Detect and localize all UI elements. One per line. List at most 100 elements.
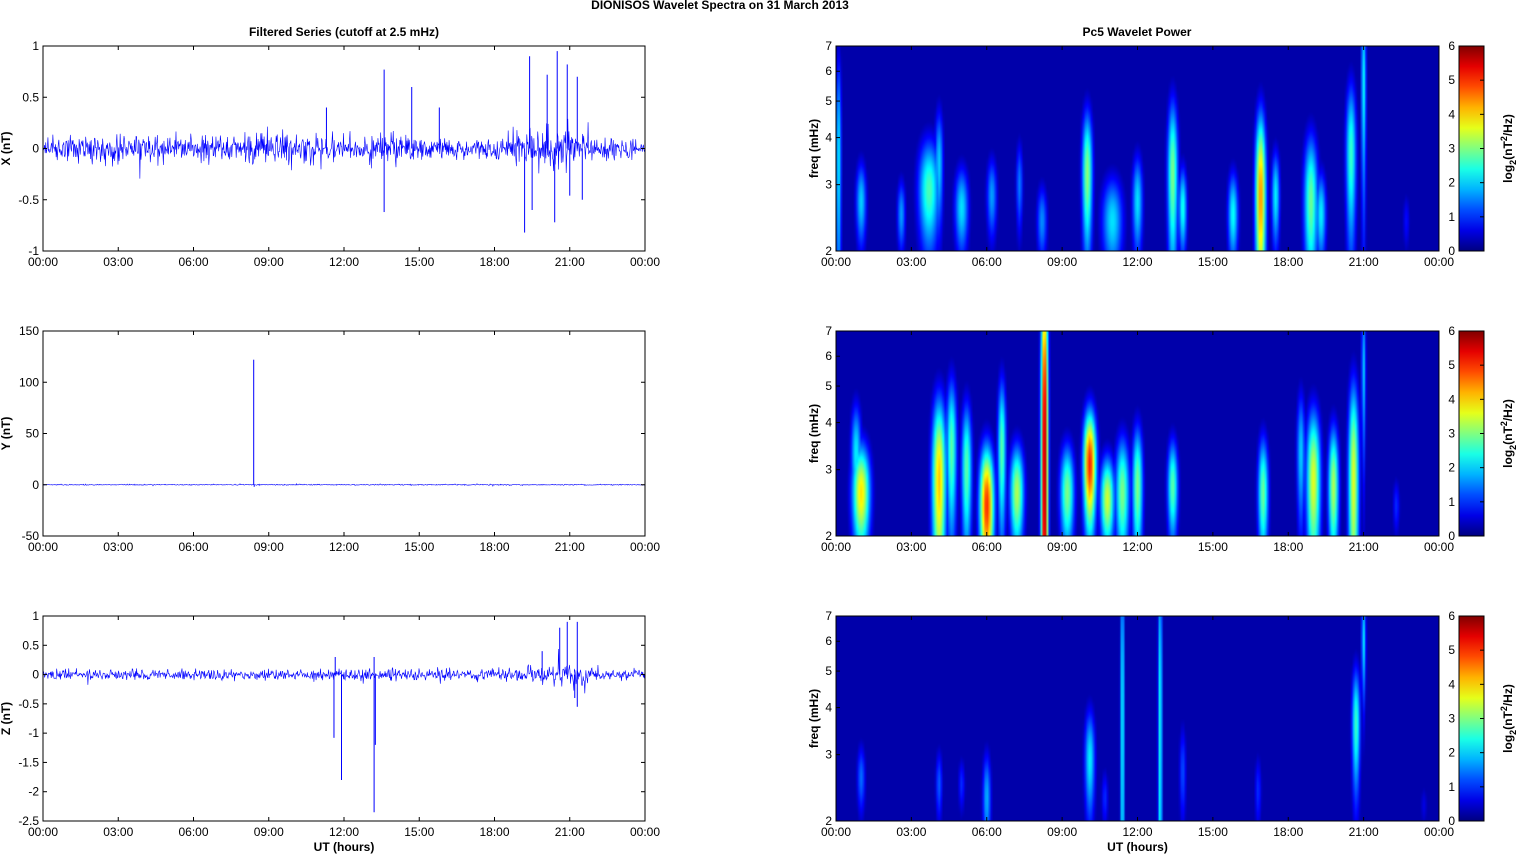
wavelet-heatmap — [836, 331, 1439, 536]
y-tick-label: -1.5 — [18, 755, 39, 769]
colorbar-tick-label: 5 — [1448, 358, 1455, 372]
x-tick-label: 18:00 — [479, 255, 509, 269]
wavelet-panel-3: 2 3 4 5 6 7 00:00 03:00 06:00 09:00 12:00 15:00 18:0… — [807, 609, 1518, 854]
timeseries-panel-3: -2.5 -2 -1.5 -1 -0.5 0 0.5 1 00:00 03:00 06:00 09:0… — [0, 609, 660, 854]
colorbar-label: log2(nT2/Hz) — [1499, 684, 1518, 753]
x-tick-label: 15:00 — [1198, 255, 1228, 269]
y-tick-label: 7 — [825, 609, 832, 623]
colorbar-label-part: (nT — [1501, 426, 1515, 445]
y-tick-label: -1 — [28, 244, 39, 258]
colorbar-tick-label: 3 — [1448, 712, 1455, 726]
colorbar-label-part: 2 — [1499, 706, 1509, 711]
colorbar-tick-label: 6 — [1448, 324, 1455, 338]
x-tick-label: 18:00 — [1273, 255, 1303, 269]
x-tick-label: 15:00 — [404, 255, 434, 269]
wavelet-panel-2: 2 3 4 5 6 7 00:00 03:00 06:00 09:00 12:00 15:00 18:0… — [807, 324, 1518, 554]
panels: -1 -0.5 0 0.5 1 00:00 03:00 06:00 09:00 12:00 15:0… — [0, 39, 1518, 854]
colorbar-tick-label: 6 — [1448, 609, 1455, 623]
y-axis-label: freq (mHz) — [807, 119, 821, 178]
colorbar-label-part: 2 — [1508, 160, 1518, 165]
x-tick-label: 12:00 — [1122, 825, 1152, 839]
y-tick-label: -0.5 — [18, 193, 39, 207]
x-tick-label: 12:00 — [1122, 540, 1152, 554]
wavelet-panel-1: 2 3 4 5 6 7 00:00 03:00 06:00 09:00 12:00 15:00 18:0… — [807, 39, 1518, 269]
colorbar-tick-label: 2 — [1448, 176, 1455, 190]
y-tick-label: 0 — [32, 668, 39, 682]
x-tick-label: 03:00 — [896, 540, 926, 554]
x-tick-label: 21:00 — [555, 825, 585, 839]
colorbar-label-part: /Hz) — [1501, 114, 1515, 136]
x-tick-label: 15:00 — [1198, 825, 1228, 839]
y-tick-label: 1 — [32, 39, 39, 53]
y-tick-label: 100 — [19, 375, 39, 389]
x-tick-label: 21:00 — [1349, 255, 1379, 269]
x-tick-label: 09:00 — [1047, 255, 1077, 269]
wavelet-heatmap — [836, 616, 1439, 821]
timeseries-panel-2: -50 0 50 100 150 00:00 03:00 06:00 09:00 12:00 15:… — [0, 324, 660, 554]
y-tick-label: 7 — [825, 324, 832, 338]
y-tick-label: 6 — [825, 64, 832, 78]
colorbar-label-part: 2 — [1499, 136, 1509, 141]
y-tick-label: 0 — [32, 478, 39, 492]
x-tick-label: 18:00 — [1273, 825, 1303, 839]
colorbar-label-part: 2 — [1508, 730, 1518, 735]
x-tick-label: 15:00 — [404, 825, 434, 839]
colorbar-label: log2(nT2/Hz) — [1499, 399, 1518, 468]
y-tick-label: 50 — [26, 427, 40, 441]
x-tick-label: 06:00 — [972, 255, 1002, 269]
y-tick-label: -1 — [28, 726, 39, 740]
right-column-title: Pc5 Wavelet Power — [1083, 25, 1192, 39]
x-tick-label: 06:00 — [178, 540, 208, 554]
colorbar — [1458, 45, 1485, 252]
colorbar-label-part: (nT — [1501, 711, 1515, 730]
colorbar-tick-label: 2 — [1448, 461, 1455, 475]
plot-area — [43, 331, 645, 536]
x-tick-label: 00:00 — [630, 825, 660, 839]
colorbar-label-part: log — [1501, 735, 1515, 753]
y-tick-label: -2 — [28, 785, 39, 799]
y-tick-label: 2 — [825, 814, 832, 828]
x-tick-label: 00:00 — [821, 540, 851, 554]
x-tick-label: 00:00 — [1424, 255, 1454, 269]
colorbar-label-part: log — [1501, 450, 1515, 468]
x-axis-label: UT (hours) — [314, 840, 375, 854]
colorbar — [1458, 330, 1485, 537]
y-axis-label: Z (nT) — [0, 702, 13, 735]
x-tick-label: 03:00 — [896, 825, 926, 839]
x-tick-label: 18:00 — [1273, 540, 1303, 554]
y-tick-label: 0 — [32, 142, 39, 156]
x-tick-label: 00:00 — [28, 255, 58, 269]
x-tick-label: 09:00 — [254, 255, 284, 269]
x-tick-label: 09:00 — [254, 540, 284, 554]
y-tick-label: 2 — [825, 244, 832, 258]
x-tick-label: 18:00 — [479, 825, 509, 839]
x-tick-label: 06:00 — [972, 540, 1002, 554]
x-tick-label: 00:00 — [630, 540, 660, 554]
x-tick-label: 21:00 — [1349, 825, 1379, 839]
y-tick-label: -50 — [22, 529, 40, 543]
x-tick-label: 15:00 — [404, 540, 434, 554]
x-tick-label: 00:00 — [28, 540, 58, 554]
series-line — [42, 483, 646, 487]
y-tick-label: -2.5 — [18, 814, 39, 828]
y-tick-label: 3 — [825, 463, 832, 477]
y-tick-label: 0.5 — [22, 90, 39, 104]
colorbar-tick-label: 4 — [1448, 392, 1455, 406]
colorbar-tick-label: 3 — [1448, 427, 1455, 441]
x-tick-label: 21:00 — [555, 255, 585, 269]
x-tick-label: 00:00 — [821, 255, 851, 269]
colorbar-label-part: /Hz) — [1501, 399, 1515, 421]
x-tick-label: 12:00 — [1122, 255, 1152, 269]
x-tick-label: 03:00 — [103, 255, 133, 269]
colorbar-tick-label: 1 — [1448, 495, 1455, 509]
colorbar-label-part: (nT — [1501, 141, 1515, 160]
figure-title: DIONISOS Wavelet Spectra on 31 March 201… — [591, 0, 849, 12]
colorbar-tick-label: 0 — [1448, 814, 1455, 828]
y-axis-label: freq (mHz) — [807, 404, 821, 463]
colorbar-tick-label: 5 — [1448, 643, 1455, 657]
colorbar-label-part: 2 — [1499, 421, 1509, 426]
y-tick-label: 3 — [825, 178, 832, 192]
colorbar-label-part: /Hz) — [1501, 684, 1515, 706]
x-tick-label: 06:00 — [972, 825, 1002, 839]
